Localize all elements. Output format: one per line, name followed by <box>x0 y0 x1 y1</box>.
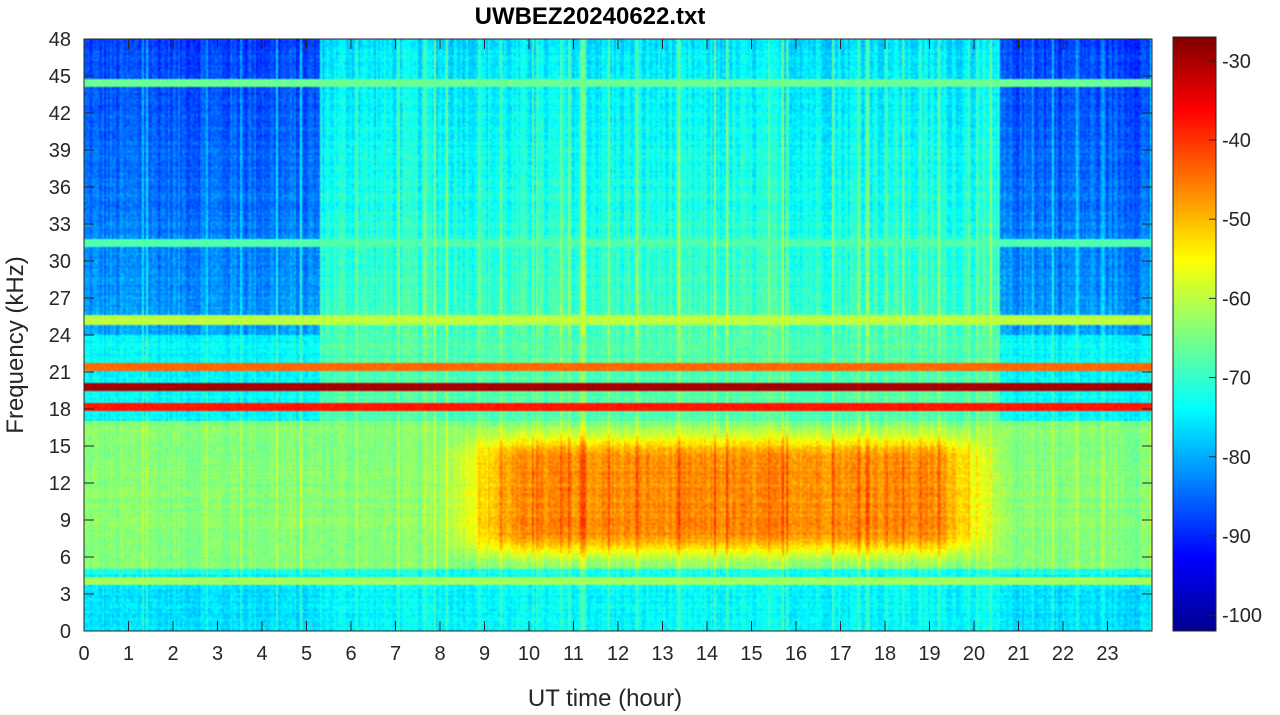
x-tick-label: 18 <box>874 643 896 665</box>
y-tick-label: 45 <box>49 66 71 88</box>
colorbar <box>1172 36 1217 632</box>
y-tick-label: 6 <box>60 547 71 569</box>
colorbar-tick-label: -50 <box>1222 209 1251 231</box>
y-tick-label: 48 <box>49 29 71 51</box>
x-tick-label: 1 <box>123 643 134 665</box>
x-tick-label: 11 <box>563 643 584 665</box>
x-tick-label: 23 <box>1096 643 1118 665</box>
x-tick-label: 13 <box>651 643 673 665</box>
x-tick-label: 8 <box>434 643 445 665</box>
y-tick-label: 24 <box>49 325 71 347</box>
x-tick-label: 5 <box>301 643 312 665</box>
y-tick-label: 0 <box>60 621 71 643</box>
y-tick-label: 27 <box>49 288 71 310</box>
x-tick-label: 7 <box>390 643 401 665</box>
chart-title: UWBEZ20240622.txt <box>475 3 706 30</box>
x-tick-label: 3 <box>212 643 223 665</box>
x-tick-label: 22 <box>1052 643 1074 665</box>
y-tick-label: 18 <box>49 399 71 421</box>
x-tick-label: 12 <box>607 643 629 665</box>
plot-area <box>84 39 1152 631</box>
y-tick-label: 21 <box>49 362 71 384</box>
x-tick-label: 14 <box>696 643 718 665</box>
x-axis-label: UT time (hour) <box>528 685 682 712</box>
colorbar-tick-label: -90 <box>1222 526 1251 548</box>
y-tick-label: 33 <box>49 214 71 236</box>
x-tick-label: 10 <box>518 643 540 665</box>
x-tick-label: 19 <box>918 643 940 665</box>
x-tick-label: 9 <box>479 643 490 665</box>
x-tick-label: 21 <box>1007 643 1029 665</box>
colorbar-ticks: -100 -90 -80 -70 -60 -50 -40 -30 <box>1209 51 1262 627</box>
y-tick-label: 30 <box>49 251 71 273</box>
y-tick-label: 3 <box>60 584 71 606</box>
y-tick-label: 9 <box>60 510 71 532</box>
x-axis-ticks: 0 1 2 3 4 5 6 7 8 9 10 11 12 13 14 15 16 17 18 19 20 21 22 23 <box>78 39 1119 665</box>
spectrogram-heatmap <box>84 39 1152 631</box>
y-tick-label: 39 <box>49 140 71 162</box>
x-tick-label: 15 <box>740 643 762 665</box>
colorbar-tick-label: -40 <box>1222 130 1251 152</box>
x-tick-label: 2 <box>167 643 178 665</box>
x-tick-label: 6 <box>345 643 356 665</box>
y-tick-label: 12 <box>49 473 71 495</box>
colorbar-tick-label: -30 <box>1222 51 1251 73</box>
x-tick-label: 20 <box>963 643 985 665</box>
y-tick-label: 15 <box>49 436 71 458</box>
colorbar-tick-label: -80 <box>1222 447 1251 469</box>
y-tick-label: 42 <box>49 103 71 125</box>
colorbar-tick-label: -70 <box>1222 368 1251 390</box>
x-tick-label: 16 <box>785 643 807 665</box>
x-tick-label: 17 <box>829 643 851 665</box>
y-tick-label: 36 <box>49 177 71 199</box>
y-axis-label: Frequency (kHz) <box>2 256 29 433</box>
x-tick-label: 4 <box>256 643 267 665</box>
colorbar-tick-label: -60 <box>1222 288 1251 310</box>
colorbar-tick-label: -100 <box>1222 605 1262 627</box>
x-tick-label: 0 <box>78 643 89 665</box>
